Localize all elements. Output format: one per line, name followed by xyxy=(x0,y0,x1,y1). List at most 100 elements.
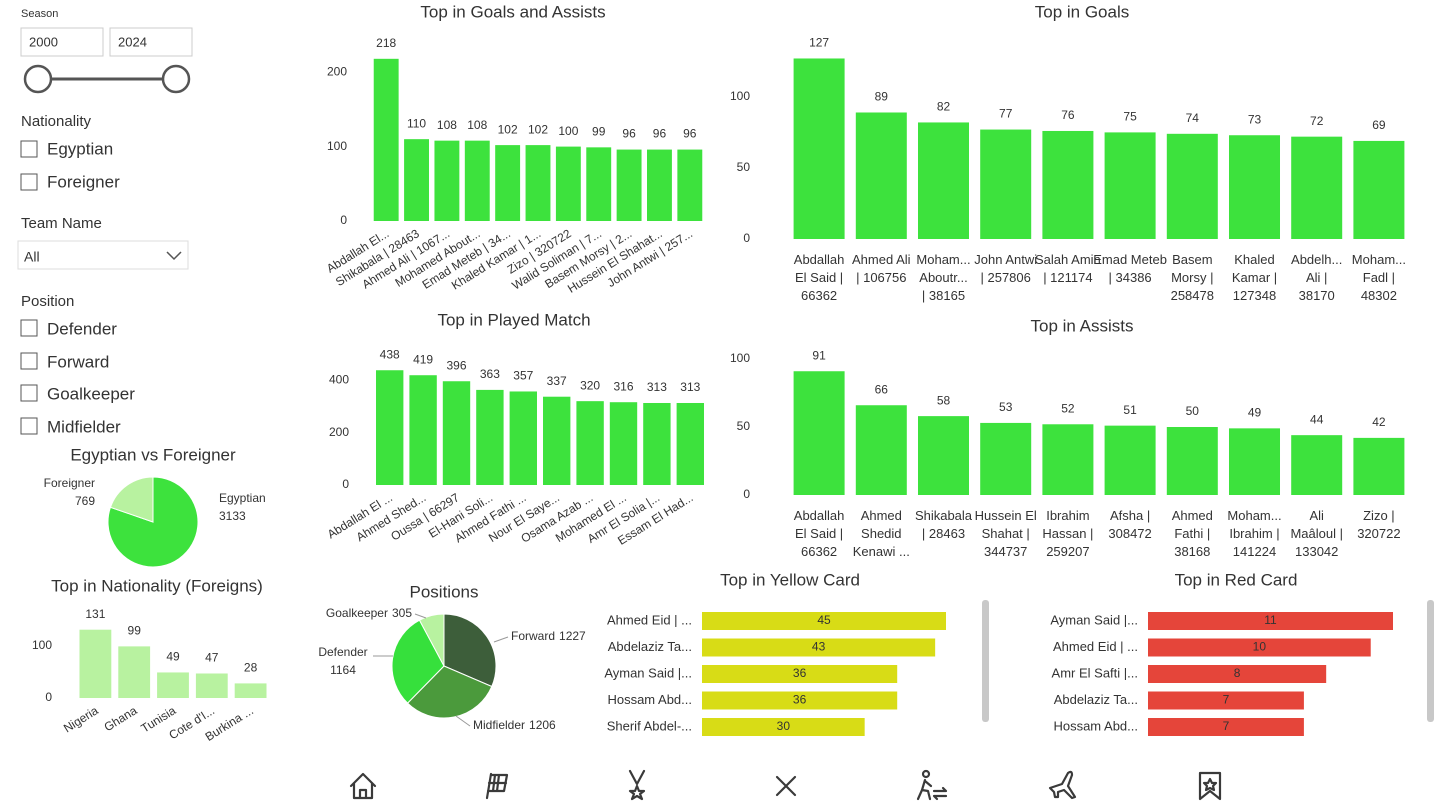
nav-awards[interactable] xyxy=(628,769,646,801)
slider-handle[interactable] xyxy=(161,64,191,94)
data-label: 337 xyxy=(547,374,567,388)
nav-close[interactable] xyxy=(775,775,797,797)
checkbox-label: Forward xyxy=(47,352,109,371)
label-line: Shikabala xyxy=(915,508,973,523)
checkbox[interactable] xyxy=(20,140,38,158)
y-tick-label: 100 xyxy=(730,89,750,103)
bar xyxy=(525,145,551,221)
bar xyxy=(157,672,189,698)
bar xyxy=(702,638,936,657)
season-end-box[interactable] xyxy=(109,27,193,57)
slice-value: 769 xyxy=(75,494,95,508)
dropdown[interactable] xyxy=(17,240,189,270)
slice-label: Foreigner xyxy=(44,476,95,490)
label-line: Abdallah xyxy=(794,508,845,523)
data-label: 30 xyxy=(777,719,791,733)
season-start-box[interactable] xyxy=(20,27,104,57)
data-label: 47 xyxy=(205,651,219,665)
data-label: 8 xyxy=(1234,666,1241,680)
bar xyxy=(855,112,907,239)
checkbox-label: Midfielder xyxy=(47,417,121,436)
scrollbar[interactable] xyxy=(1427,600,1434,722)
bar xyxy=(476,389,504,485)
data-label: 313 xyxy=(647,380,667,394)
bar xyxy=(1353,140,1405,239)
data-label: 49 xyxy=(166,650,180,664)
data-label: 69 xyxy=(1372,118,1386,132)
bar xyxy=(442,381,471,485)
nav-home[interactable] xyxy=(349,772,377,800)
pie-slice xyxy=(109,476,154,523)
data-label: 99 xyxy=(128,624,142,638)
bar xyxy=(1148,665,1327,683)
bar xyxy=(1166,133,1218,239)
label-line: Emad Meteb xyxy=(1093,252,1167,267)
bar xyxy=(677,149,703,221)
bar xyxy=(1148,638,1371,657)
data-label: 396 xyxy=(446,358,466,372)
checkbox[interactable] xyxy=(20,319,38,337)
scrollbar[interactable] xyxy=(982,600,989,722)
label-line: Ali | xyxy=(1306,270,1327,285)
y-tick-label: 50 xyxy=(737,419,751,433)
checkbox[interactable] xyxy=(20,384,38,402)
label-line: Ahmed xyxy=(861,508,902,523)
checkbox[interactable] xyxy=(20,173,38,191)
label-line: Aboutr... xyxy=(919,270,967,285)
nav-transfers[interactable] xyxy=(916,769,948,801)
x-tick-label: Shikabala | 28463 xyxy=(915,508,973,541)
label-line: | 38165 xyxy=(922,288,965,303)
label-line: 259207 xyxy=(1046,544,1089,559)
label-line: 133042 xyxy=(1295,544,1338,559)
x-tick-label: Emad Meteb | 34386 xyxy=(1093,252,1167,285)
bar xyxy=(702,665,898,683)
bar xyxy=(917,416,970,495)
bar xyxy=(409,375,437,485)
x-tick-label: Zizo | 320722 xyxy=(1357,508,1400,541)
label-line: 38168 xyxy=(1174,544,1210,559)
x-tick-label: Nigeria xyxy=(61,703,101,735)
checkbox-label: Egyptian xyxy=(47,139,113,158)
checkbox[interactable] xyxy=(20,417,38,435)
data-label: 419 xyxy=(413,352,433,366)
bar xyxy=(543,396,571,485)
x-tick-label: Khaled Kamar | 127348 xyxy=(1232,252,1277,303)
nav-flights[interactable] xyxy=(1048,770,1077,800)
nav-bookmarks[interactable] xyxy=(1198,771,1222,801)
bar xyxy=(917,122,970,239)
bar xyxy=(1042,424,1094,495)
bar xyxy=(1148,691,1304,710)
chart-title: Top in Played Match xyxy=(437,310,590,329)
x-tick-label: Moham... Ibrahim | 141224 xyxy=(1227,508,1281,559)
bar xyxy=(509,391,537,485)
season-start: 2000 xyxy=(29,34,58,49)
checkbox[interactable] xyxy=(20,352,38,370)
label-line: John Antwi xyxy=(974,252,1037,267)
bar xyxy=(647,149,672,221)
label-line: Fadl | xyxy=(1363,270,1395,285)
bar xyxy=(464,140,490,221)
slice-value: 1227 xyxy=(559,629,586,643)
data-label: 100 xyxy=(558,124,578,138)
data-label: 99 xyxy=(592,125,606,139)
y-tick-label: Ahmed Eid | ... xyxy=(607,612,692,627)
label-line: Ahmed xyxy=(1172,508,1213,523)
bar xyxy=(980,129,1032,239)
data-label: 58 xyxy=(937,393,951,407)
label-line: Ibrahim xyxy=(1046,508,1089,523)
slider-handle[interactable] xyxy=(23,64,53,94)
data-label: 28 xyxy=(244,661,258,675)
label-line: 308472 xyxy=(1108,526,1151,541)
data-label: 75 xyxy=(1123,110,1137,124)
chart-title: Top in Assists xyxy=(1031,316,1134,335)
slice-label: Defender xyxy=(318,645,367,659)
slice-label: Midfielder xyxy=(473,718,525,732)
data-label: 91 xyxy=(812,348,826,362)
label-line: Shahat | xyxy=(982,526,1030,541)
nav-matches[interactable] xyxy=(485,772,509,800)
dropdown-chevron xyxy=(166,251,182,261)
bar xyxy=(376,370,404,485)
label-line: 344737 xyxy=(984,544,1027,559)
x-tick-label: Abdallah El Said | 66362 xyxy=(794,252,845,303)
chart-title: Top in Goals and Assists xyxy=(420,2,605,21)
